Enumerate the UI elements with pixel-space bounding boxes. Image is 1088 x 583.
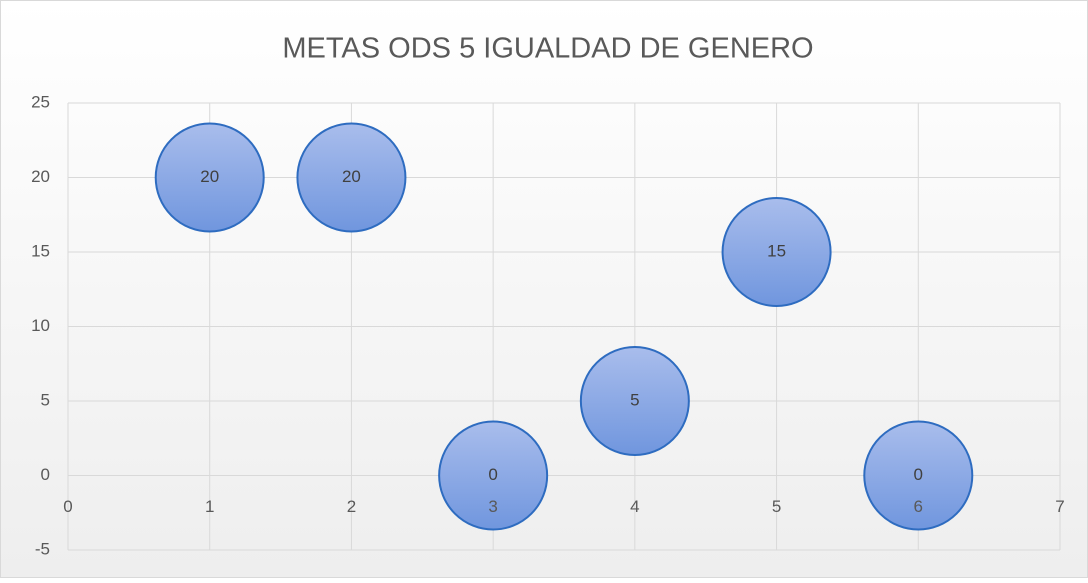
y-tick-label: 25: [31, 92, 50, 111]
y-tick-label: 15: [31, 241, 50, 260]
x-tick-label: 1: [205, 497, 214, 516]
bubble: [721, 197, 832, 307]
y-tick-label: 10: [31, 316, 50, 335]
bubble: [154, 122, 265, 233]
data-label: 20: [200, 167, 219, 186]
data-label: 0: [914, 465, 923, 484]
data-label: 5: [630, 390, 639, 409]
x-tick-label: 3: [488, 497, 497, 516]
x-tick-label: 5: [772, 497, 781, 516]
x-tick-label: 6: [914, 497, 923, 516]
bubble: [296, 122, 407, 233]
bubble: [579, 346, 690, 456]
data-label: 0: [488, 465, 497, 484]
x-tick-label: 4: [630, 497, 639, 516]
x-tick-label: 0: [63, 497, 72, 516]
x-tick-label: 7: [1055, 497, 1064, 516]
bubble: [438, 420, 549, 531]
chart-title: METAS ODS 5 IGUALDAD DE GENERO: [282, 33, 813, 65]
y-tick-label: 5: [41, 390, 50, 409]
data-label: 15: [767, 241, 786, 260]
y-tick-label: -5: [35, 539, 50, 558]
y-tick-label: 0: [41, 465, 50, 484]
data-label: 20: [342, 167, 361, 186]
x-tick-label: 2: [347, 497, 356, 516]
y-tick-label: 20: [31, 167, 50, 186]
bubble: [863, 420, 974, 531]
